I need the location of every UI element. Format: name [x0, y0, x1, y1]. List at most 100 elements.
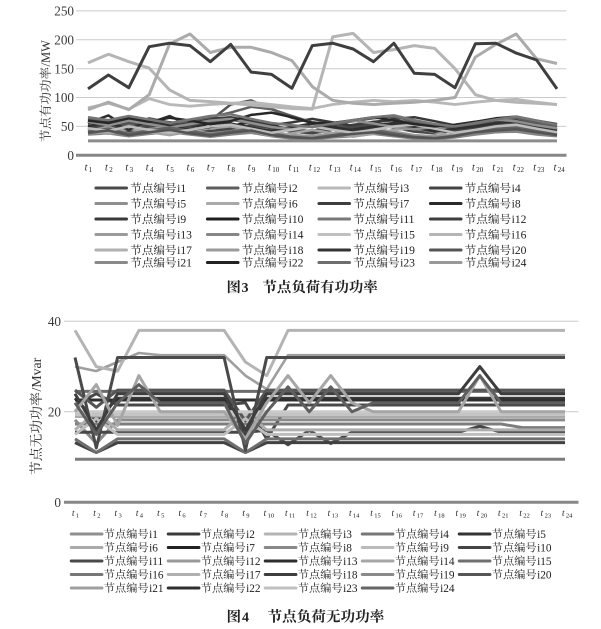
svg-text:i5: i5 [177, 198, 186, 211]
svg-text:2: 2 [97, 512, 100, 519]
svg-text:i7: i7 [400, 198, 409, 211]
svg-text:i16: i16 [149, 569, 164, 581]
svg-text:i12: i12 [512, 213, 527, 226]
svg-text:i8: i8 [343, 542, 352, 554]
svg-text:i18: i18 [289, 244, 304, 257]
svg-text:22: 22 [523, 512, 530, 519]
svg-text:t: t [455, 508, 458, 518]
svg-text:18: 18 [438, 512, 445, 519]
svg-text:0: 0 [67, 148, 74, 163]
svg-text:14: 14 [354, 166, 362, 174]
svg-text:1: 1 [89, 166, 93, 174]
svg-text:i12: i12 [246, 556, 261, 568]
svg-text:t: t [136, 508, 139, 518]
svg-text:t: t [477, 508, 480, 518]
svg-text:17: 17 [415, 166, 423, 174]
svg-text:i14: i14 [440, 556, 455, 568]
svg-text:5: 5 [170, 166, 174, 174]
svg-text:11: 11 [293, 166, 300, 174]
svg-text:12: 12 [310, 512, 317, 519]
svg-text:i1: i1 [177, 182, 186, 195]
svg-text:t: t [306, 508, 309, 518]
svg-text:i20: i20 [512, 244, 527, 257]
svg-text:23: 23 [545, 512, 552, 519]
svg-text:t: t [187, 163, 190, 174]
svg-text:0: 0 [54, 495, 61, 510]
svg-text:i2: i2 [289, 182, 298, 195]
svg-text:t: t [472, 163, 475, 174]
svg-text:13: 13 [334, 166, 342, 174]
svg-text:i3: i3 [400, 182, 409, 195]
svg-text:i16: i16 [512, 229, 527, 242]
svg-text:t: t [513, 163, 516, 174]
svg-text:18: 18 [436, 166, 444, 174]
svg-text:i19: i19 [400, 244, 415, 257]
svg-text:t: t [221, 508, 224, 518]
svg-text:t: t [562, 508, 565, 518]
svg-text:16: 16 [396, 512, 403, 519]
svg-text:/MW: /MW [39, 40, 53, 67]
svg-text:t: t [329, 163, 332, 174]
svg-text:t: t [115, 508, 118, 518]
svg-text:12: 12 [313, 166, 321, 174]
svg-text:13: 13 [332, 512, 339, 519]
svg-text:t: t [207, 163, 210, 174]
svg-text:9: 9 [252, 166, 256, 174]
svg-text:t: t [370, 508, 373, 518]
svg-text:t: t [541, 508, 544, 518]
svg-text:11: 11 [289, 512, 295, 519]
svg-text:i13: i13 [177, 229, 192, 242]
svg-text:24: 24 [558, 166, 566, 174]
svg-text:t: t [72, 508, 75, 518]
svg-text:i3: i3 [343, 529, 352, 541]
svg-text:14: 14 [353, 512, 360, 519]
svg-text:21: 21 [502, 512, 509, 519]
svg-text:t: t [166, 163, 169, 174]
svg-text:t: t [431, 163, 434, 174]
svg-text:i5: i5 [537, 529, 546, 541]
svg-text:i10: i10 [289, 213, 304, 226]
svg-text:i24: i24 [440, 583, 455, 595]
svg-text:6: 6 [191, 166, 195, 174]
svg-text:40: 40 [48, 314, 62, 329]
svg-text:t: t [533, 163, 536, 174]
svg-text:250: 250 [54, 4, 74, 19]
svg-text:150: 150 [54, 61, 74, 76]
svg-text:4: 4 [242, 611, 249, 626]
svg-text:20: 20 [481, 512, 488, 519]
svg-text:i13: i13 [343, 556, 358, 568]
svg-text:t: t [268, 163, 271, 174]
svg-text:200: 200 [54, 32, 74, 47]
svg-text:t: t [492, 163, 495, 174]
svg-text:t: t [309, 163, 312, 174]
svg-text:19: 19 [456, 166, 464, 174]
svg-text:i7: i7 [246, 542, 255, 554]
svg-text:t: t [285, 508, 288, 518]
svg-text:i11: i11 [149, 556, 163, 568]
svg-text:i9: i9 [177, 213, 186, 226]
svg-text:t: t [178, 508, 181, 518]
svg-text:i17: i17 [177, 244, 192, 257]
svg-text:3: 3 [130, 166, 134, 174]
svg-text:i11: i11 [400, 213, 415, 226]
svg-text:i24: i24 [512, 257, 527, 270]
svg-text:t: t [350, 163, 353, 174]
svg-text:t: t [248, 163, 251, 174]
svg-text:7: 7 [211, 166, 215, 174]
svg-text:10: 10 [268, 512, 275, 519]
svg-text:t: t [264, 508, 267, 518]
svg-text:10: 10 [272, 166, 280, 174]
svg-text:t: t [227, 163, 230, 174]
svg-text:i14: i14 [289, 229, 304, 242]
svg-text:50: 50 [61, 119, 75, 134]
svg-text:21: 21 [497, 166, 505, 174]
svg-text:22: 22 [517, 166, 525, 174]
svg-text:i4: i4 [512, 182, 521, 195]
svg-text:t: t [289, 163, 292, 174]
svg-text:i19: i19 [440, 569, 455, 581]
svg-text:t: t [146, 163, 149, 174]
svg-text:20: 20 [476, 166, 484, 174]
svg-text:i15: i15 [537, 556, 552, 568]
svg-text:t: t [85, 163, 88, 174]
svg-text:i2: i2 [246, 529, 255, 541]
